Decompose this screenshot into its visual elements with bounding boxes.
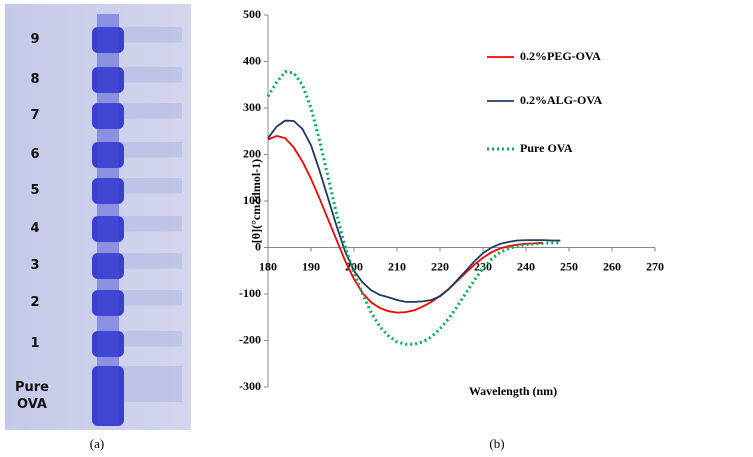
y-tick-label: 300 bbox=[243, 100, 261, 114]
x-axis-label: Wavelength (nm) bbox=[469, 384, 557, 398]
data-line bbox=[267, 134, 544, 314]
lane-label: 9 bbox=[30, 32, 40, 47]
lane-label: 3 bbox=[30, 258, 40, 273]
legend-label: 0.2%ALG-OVA bbox=[520, 93, 602, 107]
gel-lane bbox=[97, 14, 119, 424]
legend-label: Pure OVA bbox=[520, 141, 573, 155]
y-tick-label: -300 bbox=[239, 379, 261, 393]
y-tick-label: 200 bbox=[243, 146, 261, 160]
lane-label: 7 bbox=[30, 108, 40, 123]
y-tick-label: 400 bbox=[243, 53, 261, 67]
lane-label: 1 bbox=[30, 336, 40, 351]
y-axis-label: [θ](°cm2dmol-1) bbox=[249, 159, 263, 243]
y-tick-label: 500 bbox=[243, 7, 261, 21]
x-tick-label: 270 bbox=[646, 259, 664, 273]
caption-a: (a) bbox=[90, 436, 104, 451]
data-line bbox=[266, 70, 561, 346]
x-tick-label: 190 bbox=[302, 259, 320, 273]
gel-bands bbox=[92, 14, 182, 426]
y-tick-label: -200 bbox=[239, 332, 261, 346]
x-tick-label: 260 bbox=[603, 259, 621, 273]
x-tick-label: 210 bbox=[388, 259, 406, 273]
lane-label: 5 bbox=[30, 183, 40, 198]
lane-label: 8 bbox=[30, 72, 40, 87]
x-tick-label: 220 bbox=[431, 259, 449, 273]
lane-label: 2 bbox=[30, 295, 40, 310]
legend-label: 0.2%PEG-OVA bbox=[520, 49, 601, 63]
x-tick-label: 240 bbox=[517, 259, 535, 273]
x-tick-label: 250 bbox=[560, 259, 578, 273]
lane-label: 6 bbox=[30, 147, 40, 162]
y-tick-label: 100 bbox=[243, 193, 261, 207]
x-tick-label: 180 bbox=[259, 259, 277, 273]
y-tick-label: 0 bbox=[255, 239, 261, 253]
lane-label: Pure OVA bbox=[14, 380, 49, 412]
y-tick-label: -100 bbox=[239, 286, 261, 300]
data-line bbox=[267, 119, 561, 303]
lane-label: 4 bbox=[30, 221, 40, 236]
caption-b: (b) bbox=[489, 436, 504, 451]
